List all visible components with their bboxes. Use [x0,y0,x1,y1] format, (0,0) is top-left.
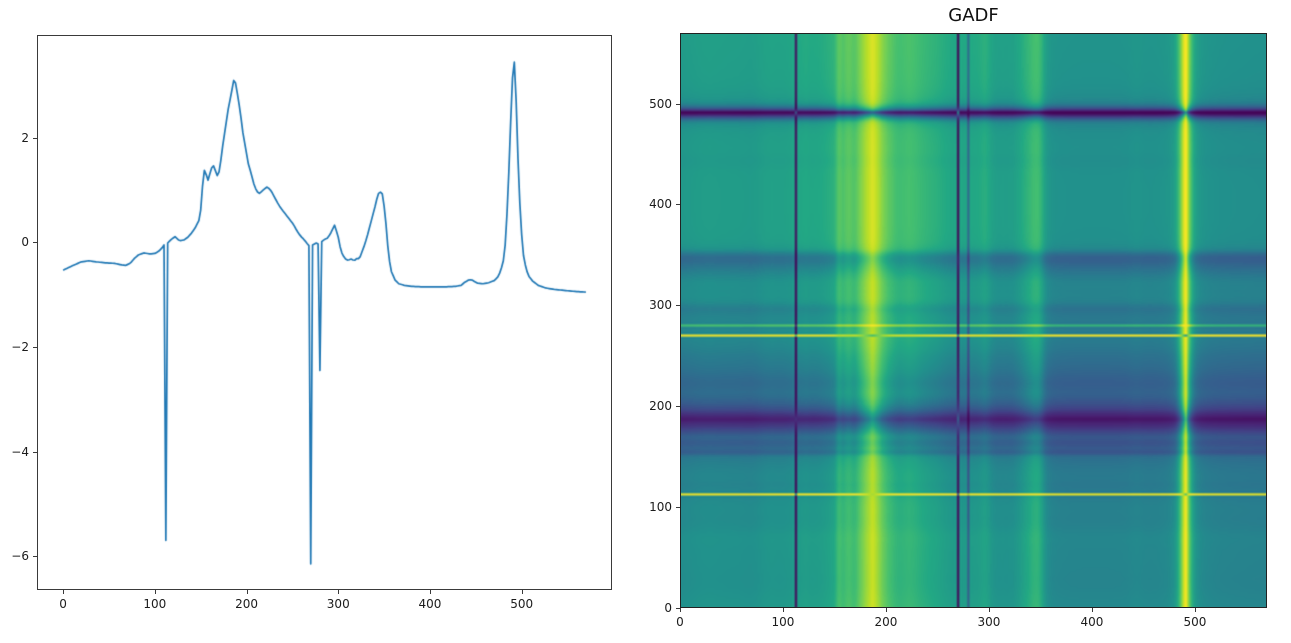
y-tick-label: 100 [649,500,672,515]
x-tick-label: 400 [1080,615,1104,629]
tick-mark [33,451,37,453]
x-tick-label: 100 [771,615,795,629]
gadf-plot-title: GADF [948,5,999,26]
y-tick-label: 2 [21,130,29,145]
tick-mark [1194,608,1196,612]
tick-mark [429,590,431,594]
tick-mark [676,406,680,408]
tick-mark [338,590,340,594]
tick-mark [782,608,784,612]
y-tick-label: 200 [649,399,672,414]
tick-mark [676,103,680,105]
x-tick-label: 0 [59,597,67,611]
y-tick-label: −6 [11,549,29,564]
tick-mark [154,590,156,594]
y-tick-label: −4 [11,444,29,459]
tick-mark [33,346,37,348]
tick-mark [521,590,523,594]
x-tick-label: 400 [418,597,442,611]
line-chart-canvas [37,35,612,590]
x-tick-label: 0 [676,615,684,629]
tick-mark [885,608,887,612]
y-tick-label: 300 [649,298,672,313]
tick-mark [988,608,990,612]
tick-mark [63,590,65,594]
tick-mark [33,556,37,558]
x-tick-label: 200 [235,597,258,611]
tick-mark [676,507,680,509]
tick-mark [1091,608,1093,612]
x-tick-label: 500 [1183,615,1207,629]
tick-mark [676,608,680,609]
tick-mark [676,305,680,307]
tick-mark [246,590,248,594]
x-tick-label: 500 [510,597,534,611]
tick-mark [33,137,37,139]
tick-mark [33,242,37,244]
x-tick-label: 100 [143,597,167,611]
x-tick-label: 200 [874,615,898,629]
y-tick-label: −2 [11,339,29,354]
x-tick-label: 300 [326,597,350,611]
y-tick-label: 500 [649,96,672,111]
y-tick-label: 400 [649,197,672,212]
tick-mark [680,608,681,612]
tick-mark [676,204,680,206]
y-tick-label: 0 [21,235,29,250]
y-tick-label: 0 [664,601,672,615]
gadf-heatmap-canvas [680,33,1267,608]
x-tick-label: 300 [977,615,1001,629]
